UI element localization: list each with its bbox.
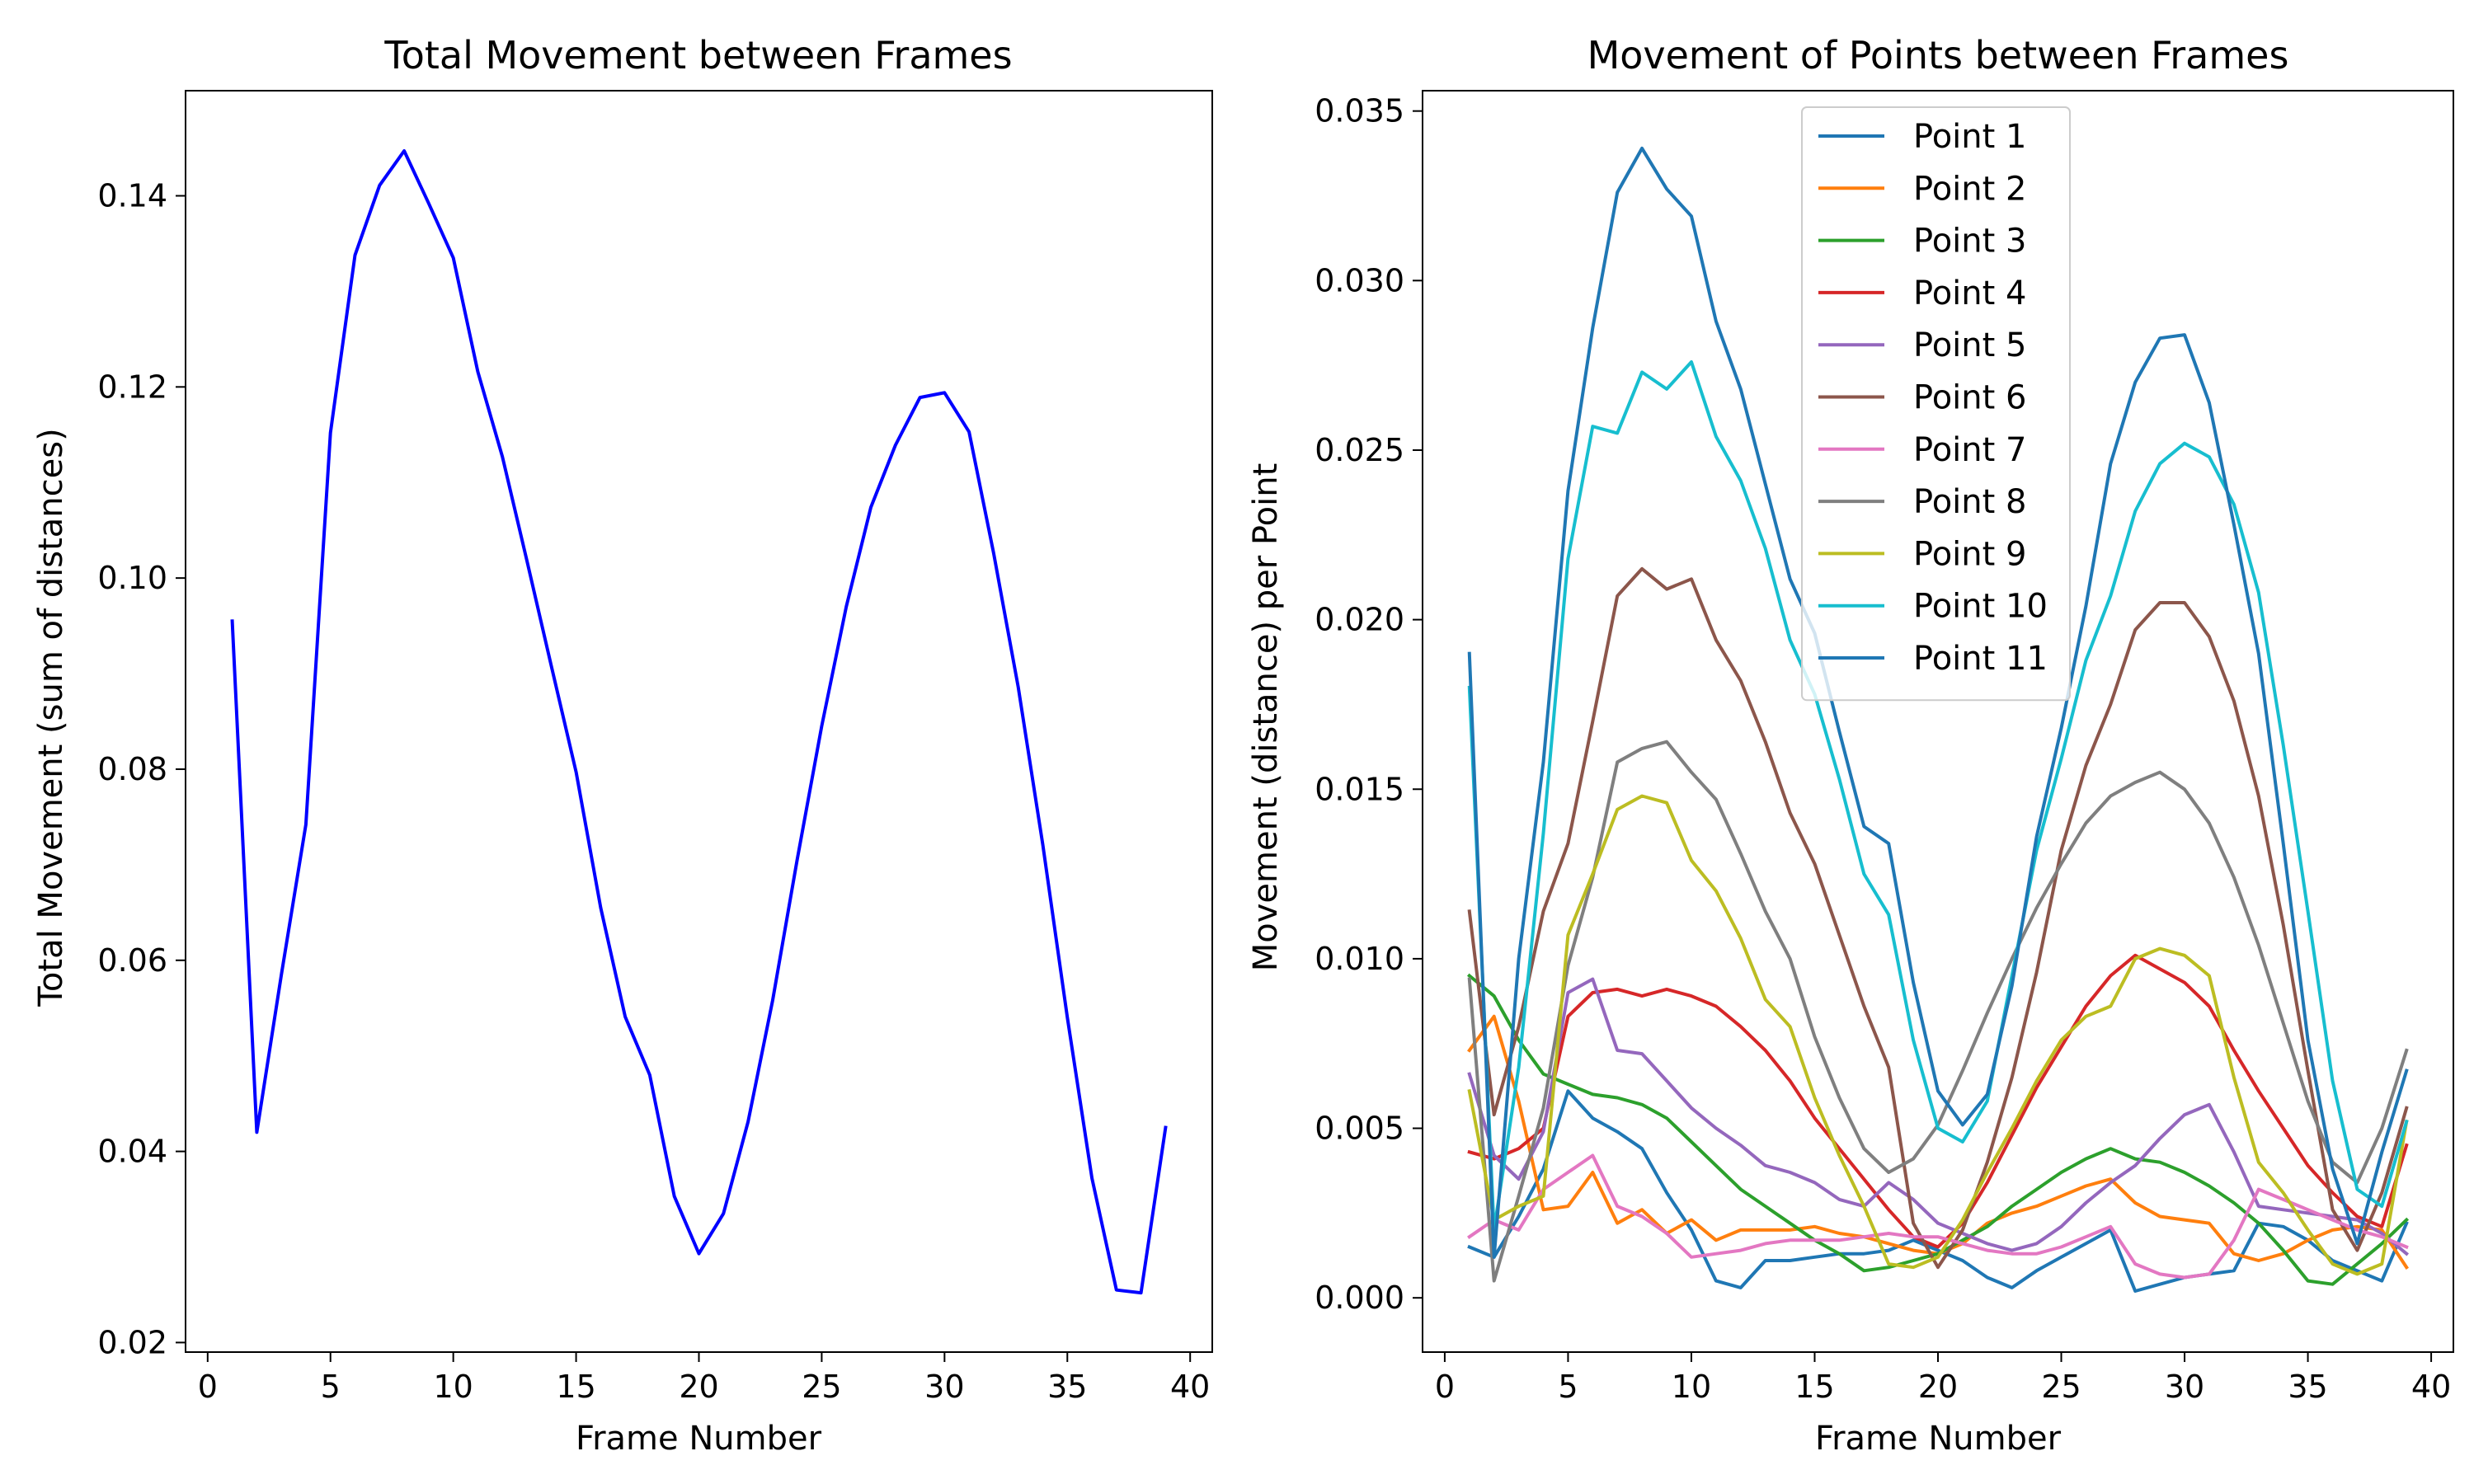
x-tick-label: 30 [924, 1369, 964, 1405]
y-axis-ticks: 0.000 0.005 0.010 0.015 0.020 0.025 0.030 0.035 [1315, 93, 1423, 1316]
y-tick-label: 0.015 [1315, 771, 1404, 807]
x-tick-label: 10 [433, 1369, 473, 1405]
x-tick-label: 15 [1794, 1369, 1834, 1405]
series-line-5 [1467, 977, 2410, 1256]
plot-frame [1422, 90, 2454, 1353]
legend-label: Point 3 [1913, 223, 2026, 261]
y-tick-label: 0.14 [97, 178, 167, 214]
x-axis-label: Frame Number [1815, 1420, 2062, 1458]
x-tick-label: 20 [679, 1369, 718, 1405]
legend-label: Point 8 [1913, 483, 2026, 521]
x-tick-label: 40 [2411, 1369, 2451, 1405]
x-tick-label: 40 [1170, 1369, 1210, 1405]
y-tick-label: 0.08 [97, 751, 167, 787]
y-tick-label: 0.12 [97, 369, 167, 405]
legend-label: Point 9 [1913, 535, 2026, 573]
x-tick-label: 0 [1435, 1369, 1455, 1405]
x-tick-label: 35 [1047, 1369, 1087, 1405]
y-axis-label: Total Movement (sum of distances) [32, 428, 70, 1007]
series-group [1466, 146, 2410, 1293]
y-axis-label: Movement (distance) per Point [1247, 463, 1285, 971]
series-line-7 [1467, 1153, 2409, 1280]
x-tick-label: 10 [1672, 1369, 1711, 1405]
legend-label: Point 11 [1913, 640, 2048, 678]
y-tick-label: 0.025 [1315, 432, 1404, 468]
series-line-1 [230, 149, 1168, 1295]
y-tick-label: 0.010 [1315, 941, 1404, 977]
series-line-10 [1467, 360, 2409, 1232]
series-line-11 [1467, 146, 2409, 1259]
x-tick-label: 35 [2288, 1369, 2327, 1405]
series-line-1 [1467, 1089, 2409, 1293]
y-tick-label: 0.10 [97, 560, 167, 596]
y-tick-label: 0.005 [1315, 1111, 1404, 1147]
series-line-4 [1467, 953, 2409, 1249]
series-line-9 [1467, 794, 2409, 1276]
chart-title: Movement of Points between Frames [1587, 33, 2289, 77]
series-line-3 [1466, 973, 2410, 1286]
y-axis-ticks: 0.02 0.04 0.06 0.08 0.10 0.12 0.14 [97, 178, 186, 1360]
legend-label: Point 7 [1913, 431, 2026, 469]
legend-label: Point 1 [1913, 118, 2026, 156]
x-tick-label: 20 [1918, 1369, 1958, 1405]
series-group [230, 149, 1168, 1295]
series-line-6 [1467, 566, 2409, 1270]
x-axis-ticks: 0 5 10 15 20 25 30 35 40 [198, 1352, 1210, 1405]
x-tick-label: 15 [556, 1369, 595, 1405]
chart-title: Total Movement between Frames [383, 33, 1012, 77]
chart-total-movement: Total Movement between Frames Frame Numb… [32, 33, 1213, 1458]
x-axis-label: Frame Number [576, 1420, 822, 1458]
y-tick-label: 0.000 [1315, 1280, 1404, 1316]
x-tick-label: 30 [2165, 1369, 2204, 1405]
legend: Point 1 Point 2 Point 3 Point 4 Point 5 Point… [1801, 106, 2071, 702]
y-tick-label: 0.06 [97, 942, 167, 979]
y-tick-label: 0.035 [1315, 93, 1404, 129]
legend-label: Point 10 [1913, 588, 2048, 626]
y-tick-label: 0.030 [1315, 262, 1404, 298]
x-axis-ticks: 0 5 10 15 20 25 30 35 40 [1435, 1352, 2451, 1405]
x-tick-label: 5 [321, 1369, 341, 1405]
plot-frame [185, 90, 1213, 1353]
y-tick-label: 0.020 [1315, 602, 1404, 638]
legend-label: Point 5 [1913, 326, 2026, 364]
y-tick-label: 0.04 [97, 1134, 167, 1170]
chart-points-movement: Movement of Points between Frames Frame … [1247, 33, 2454, 1458]
y-tick-label: 0.02 [97, 1324, 167, 1360]
x-tick-label: 0 [198, 1369, 218, 1405]
x-tick-label: 5 [1558, 1369, 1578, 1405]
x-tick-label: 25 [2041, 1369, 2081, 1405]
legend-label: Point 2 [1913, 170, 2026, 208]
x-tick-label: 25 [802, 1369, 841, 1405]
legend-label: Point 4 [1913, 275, 2026, 312]
legend-label: Point 6 [1913, 379, 2026, 417]
